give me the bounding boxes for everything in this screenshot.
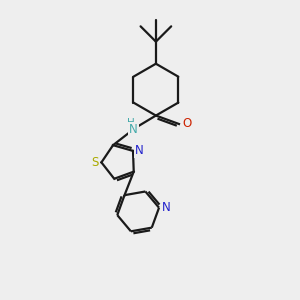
Text: N: N <box>135 144 144 158</box>
Text: H: H <box>127 118 134 128</box>
Text: N: N <box>162 201 171 214</box>
Text: S: S <box>91 156 99 169</box>
Text: O: O <box>182 117 191 130</box>
Text: N: N <box>129 123 138 136</box>
